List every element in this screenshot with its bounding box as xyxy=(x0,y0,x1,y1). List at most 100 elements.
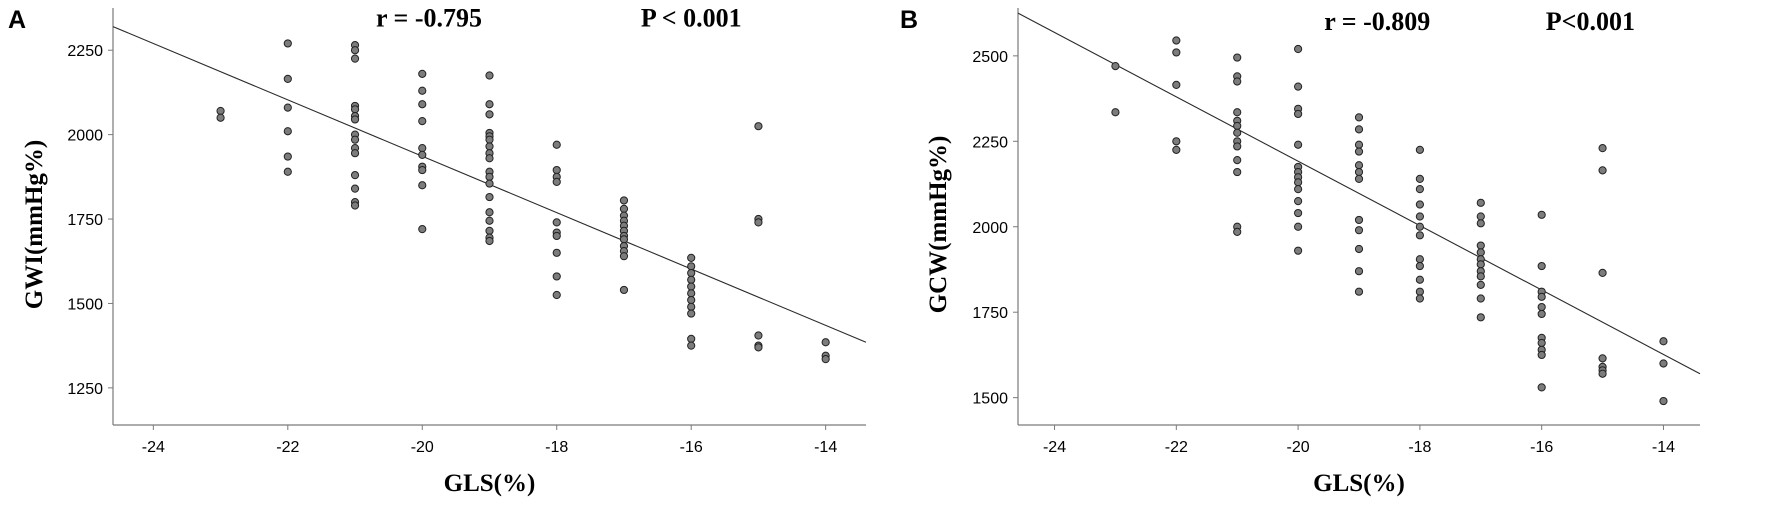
data-point xyxy=(1233,156,1242,165)
data-point xyxy=(1476,280,1485,289)
data-point xyxy=(418,181,427,190)
data-point xyxy=(1172,36,1181,45)
data-point xyxy=(485,154,494,163)
y-axis-title: GCW(mmHg%) xyxy=(925,136,952,314)
data-point xyxy=(350,149,360,158)
data-point xyxy=(283,152,292,161)
x-axis-title: GLS(%) xyxy=(444,470,536,497)
data-point xyxy=(552,218,561,227)
data-point xyxy=(1233,77,1242,86)
data-point xyxy=(1537,261,1546,271)
data-point xyxy=(1294,109,1303,119)
panel-b: B -24 -22 -20 -18 -16 -14 1500 1750 2000 2250 2500 G… xyxy=(900,6,1701,497)
data-point xyxy=(1476,260,1485,269)
data-point xyxy=(1294,44,1303,54)
data-point xyxy=(552,140,561,149)
data-point xyxy=(687,334,696,343)
data-point xyxy=(350,171,360,180)
data-point xyxy=(619,196,629,205)
y-tick-label: 2500 xyxy=(972,49,1008,66)
data-point xyxy=(754,218,763,227)
data-point xyxy=(485,135,494,144)
data-point xyxy=(687,282,696,291)
data-point xyxy=(1415,200,1424,209)
data-point xyxy=(485,226,494,235)
panel-label: A xyxy=(8,6,26,34)
data-point xyxy=(1354,174,1364,184)
data-point xyxy=(1537,309,1546,319)
data-point xyxy=(1415,261,1424,271)
data-point xyxy=(485,110,494,119)
y-tick-label: 1500 xyxy=(67,296,103,313)
data-point xyxy=(1415,174,1424,184)
data-point xyxy=(1294,82,1303,91)
data-point xyxy=(485,71,494,80)
data-point xyxy=(1354,287,1364,296)
data-point xyxy=(1476,313,1485,322)
y-tick-label: 1250 xyxy=(67,381,103,398)
data-point xyxy=(1233,53,1242,62)
data-point xyxy=(1354,147,1364,156)
data-point xyxy=(1659,359,1668,368)
data-point xyxy=(687,295,696,305)
data-point xyxy=(418,165,427,175)
x-tick-label: -18 xyxy=(545,439,568,456)
data-point xyxy=(1415,294,1424,303)
data-point xyxy=(1537,302,1546,312)
x-tick-label: -22 xyxy=(276,439,299,456)
data-point xyxy=(1537,210,1546,219)
data-point xyxy=(687,341,696,350)
data-point xyxy=(1172,80,1181,90)
data-point xyxy=(754,331,763,340)
data-point xyxy=(485,236,494,246)
data-point xyxy=(619,252,629,261)
y-tick-label: 1750 xyxy=(972,305,1008,322)
data-point xyxy=(552,248,561,257)
data-point xyxy=(821,338,830,347)
data-point xyxy=(1233,227,1242,236)
data-point xyxy=(350,105,360,114)
data-point xyxy=(1476,212,1485,221)
data-point xyxy=(687,309,696,318)
y-tick-label: 1500 xyxy=(972,391,1008,408)
data-point xyxy=(1111,108,1120,117)
data-point xyxy=(283,39,292,48)
data-point xyxy=(485,208,494,217)
data-point xyxy=(418,100,427,109)
data-point xyxy=(485,100,494,109)
data-point xyxy=(485,172,494,181)
data-point xyxy=(283,103,292,112)
data-point xyxy=(1415,145,1424,154)
data-point xyxy=(418,144,427,153)
data-point xyxy=(283,74,292,84)
data-point xyxy=(1354,113,1364,122)
data-point xyxy=(1476,198,1485,207)
data-point xyxy=(1294,140,1303,149)
y-tick-label: 2250 xyxy=(972,134,1008,151)
data-point xyxy=(1415,275,1424,284)
data-point xyxy=(216,113,225,122)
data-point xyxy=(418,117,427,126)
y-tick-label: 1750 xyxy=(67,212,103,229)
data-point xyxy=(1354,125,1364,134)
data-point xyxy=(418,225,427,234)
data-point xyxy=(1415,212,1424,221)
data-point xyxy=(1476,294,1485,303)
data-point xyxy=(418,150,427,159)
data-point xyxy=(552,272,561,281)
data-point xyxy=(1354,215,1364,225)
data-point xyxy=(1415,231,1424,240)
data-point xyxy=(1172,48,1181,57)
data-point xyxy=(1476,219,1485,228)
regression-line xyxy=(1017,12,1701,375)
data-point xyxy=(1598,268,1607,277)
data-point xyxy=(485,216,494,225)
y-axis-title: GWI(mmHg%) xyxy=(21,140,48,309)
data-point xyxy=(1598,166,1607,175)
data-point xyxy=(283,127,292,136)
data-point xyxy=(687,289,696,298)
data-point xyxy=(350,54,360,63)
data-point xyxy=(687,268,696,278)
data-point xyxy=(485,142,494,151)
data-point xyxy=(552,177,561,186)
